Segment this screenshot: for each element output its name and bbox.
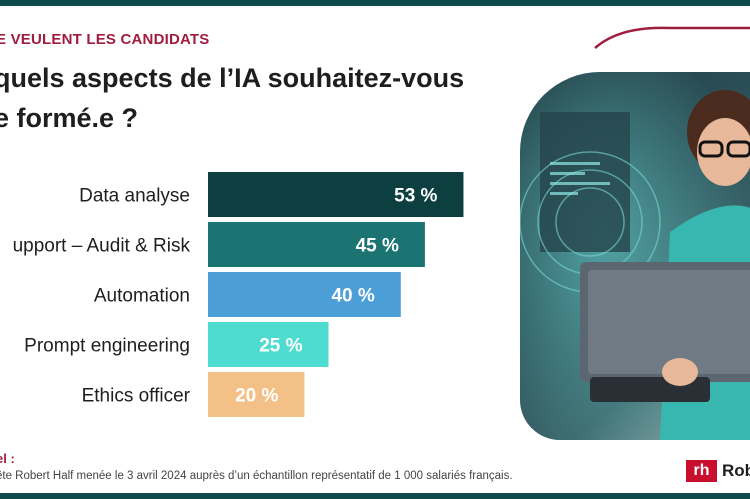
title-line-1: quels aspects de l’IA souhaitez-vous (0, 63, 465, 93)
value-label-1: 53 % (394, 186, 437, 207)
bottom-stripe (0, 493, 750, 499)
value-label-4: 25 % (259, 336, 302, 357)
title-line-2: e formé.e ? (0, 103, 139, 133)
bar-5 (208, 372, 305, 417)
brand-logo-text: Rob (722, 461, 750, 480)
category-label-1: Data analyse (79, 186, 190, 207)
photo-illustration (520, 72, 750, 440)
bar-chart: Data analyse 53 % upport – Audit & Risk 45 … (13, 172, 464, 417)
bar-4 (208, 322, 329, 367)
bar-3 (208, 272, 401, 317)
decorative-arc (594, 26, 750, 49)
source-text: ête Robert Half menée le 3 avril 2024 au… (0, 470, 513, 482)
brand-logo-mark: rh (686, 460, 717, 482)
source-label: el : (0, 451, 15, 466)
category-label-5: Ethics officer (82, 386, 191, 407)
value-label-3: 40 % (331, 286, 374, 307)
category-label-2: upport – Audit & Risk (13, 236, 191, 257)
page-title: quels aspects de l’IA souhaitez-vous e f… (0, 58, 464, 138)
bar-2 (208, 222, 425, 267)
category-label-3: Automation (94, 286, 190, 307)
hero-photo (520, 72, 750, 440)
value-label-5: 20 % (235, 386, 278, 407)
bar-1 (208, 172, 464, 217)
category-label-4: Prompt engineering (24, 336, 190, 357)
value-label-2: 45 % (356, 236, 399, 257)
top-stripe (0, 0, 750, 6)
section-kicker: E VEULENT LES CANDIDATS (0, 31, 210, 48)
